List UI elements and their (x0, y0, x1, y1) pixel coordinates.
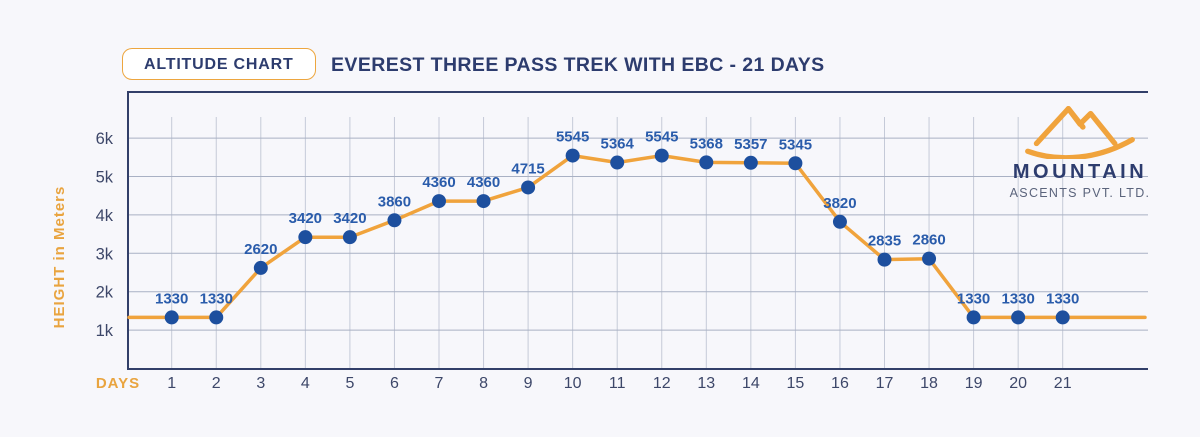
data-point-day-6 (387, 213, 402, 228)
value-label-day-11: 5364 (601, 136, 635, 153)
y-tick-label-2k: 2k (96, 284, 114, 302)
data-point-day-16 (832, 214, 847, 229)
value-label-day-13: 5368 (690, 135, 723, 152)
value-label-day-17: 2835 (868, 233, 901, 250)
x-tick-label-17: 17 (876, 375, 894, 392)
mountain-logo-icon (1025, 106, 1135, 159)
data-point-day-5 (342, 230, 357, 245)
y-axis-title: HEIGHT in Meters (51, 186, 68, 329)
plot-border (127, 91, 1148, 370)
altitude-chart-badge: ALTITUDE CHART (122, 48, 316, 80)
mountain-swoosh (1025, 136, 1135, 159)
value-label-day-8: 4360 (467, 174, 500, 191)
y-tick-label-1k: 1k (96, 322, 114, 340)
value-label-day-12: 5545 (645, 129, 678, 146)
value-label-day-15: 5345 (779, 136, 812, 153)
value-label-day-10: 5545 (556, 129, 589, 146)
data-point-day-20 (1011, 310, 1026, 325)
data-point-day-10 (565, 148, 580, 163)
data-point-day-14 (743, 155, 758, 170)
value-label-day-14: 5357 (734, 136, 767, 153)
value-label-day-7: 4360 (422, 174, 455, 191)
value-label-day-18: 2860 (912, 232, 945, 249)
value-label-day-16: 3820 (823, 195, 856, 212)
data-point-day-8 (476, 194, 491, 209)
data-point-day-17 (877, 252, 892, 267)
data-point-day-7 (432, 194, 446, 209)
x-tick-label-8: 8 (479, 375, 488, 392)
x-tick-label-7: 7 (435, 375, 444, 392)
x-tick-label-15: 15 (787, 375, 805, 392)
chart-title: EVEREST THREE PASS TREK WITH EBC - 21 DA… (331, 54, 825, 76)
x-tick-label-9: 9 (524, 375, 533, 392)
value-label-day-5: 3420 (333, 210, 366, 227)
x-tick-label-10: 10 (564, 375, 582, 392)
mountain-right-peak (1065, 106, 1118, 147)
company-logo: MOUNTAIN ASCENTS PVT. LTD. (995, 99, 1165, 200)
data-point-day-4 (298, 230, 313, 245)
value-label-day-20: 1330 (1001, 290, 1034, 307)
chart-header: ALTITUDE CHART EVEREST THREE PASS TREK W… (0, 0, 1200, 90)
x-tick-label-6: 6 (390, 375, 399, 392)
data-point-day-18 (922, 251, 937, 266)
altitude-line (127, 153, 1147, 320)
mountain-left-peak (1033, 106, 1086, 147)
value-label-day-6: 3860 (378, 193, 411, 210)
x-tick-label-14: 14 (742, 375, 760, 392)
x-tick-label-20: 20 (1009, 375, 1027, 392)
value-label-day-3: 2620 (244, 241, 277, 258)
value-label-day-9: 4715 (511, 160, 544, 177)
data-point-day-15 (788, 156, 803, 171)
x-tick-label-11: 11 (609, 375, 626, 392)
x-tick-label-3: 3 (256, 375, 265, 392)
data-point-day-12 (654, 148, 669, 163)
data-point-day-11 (610, 155, 625, 170)
data-point-day-13 (699, 155, 714, 170)
logo-text-primary: MOUNTAIN (1012, 161, 1148, 183)
data-point-day-19 (966, 310, 981, 325)
x-tick-label-18: 18 (920, 375, 938, 392)
x-tick-label-19: 19 (965, 375, 983, 392)
data-point-day-21 (1055, 310, 1070, 325)
value-label-day-1: 1330 (155, 290, 188, 307)
value-label-day-21: 1330 (1046, 290, 1079, 307)
x-tick-label-1: 1 (167, 375, 176, 392)
logo-text-secondary: ASCENTS PVT. LTD. (1009, 186, 1151, 200)
x-tick-label-2: 2 (212, 375, 221, 392)
x-tick-label-12: 12 (653, 375, 671, 392)
data-point-day-3 (253, 260, 268, 275)
y-tick-label-3k: 3k (96, 245, 114, 263)
x-axis-title: DAYS (96, 375, 140, 392)
data-point-day-1 (164, 310, 179, 325)
value-label-day-4: 3420 (289, 210, 322, 227)
data-point-day-2 (209, 310, 224, 325)
x-tick-label-5: 5 (345, 375, 354, 392)
x-tick-label-16: 16 (831, 375, 849, 392)
value-label-day-19: 1330 (957, 290, 990, 307)
data-point-day-9 (521, 180, 536, 195)
value-label-day-2: 1330 (200, 290, 233, 307)
y-tick-label-5k: 5k (96, 169, 114, 187)
y-tick-label-4k: 4k (96, 207, 114, 225)
x-tick-label-4: 4 (301, 375, 310, 392)
x-tick-label-13: 13 (697, 375, 715, 392)
x-tick-label-21: 21 (1054, 375, 1072, 392)
y-tick-label-6k: 6k (96, 130, 114, 148)
